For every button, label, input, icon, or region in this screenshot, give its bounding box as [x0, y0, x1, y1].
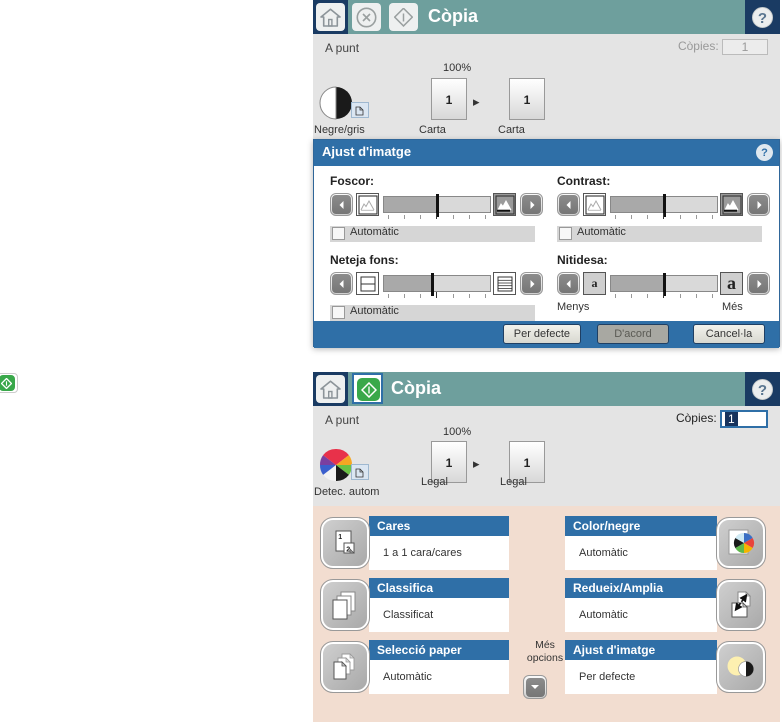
svg-text:?: ?: [758, 10, 767, 27]
svg-text:2: 2: [346, 547, 350, 554]
svg-text:?: ?: [758, 382, 767, 399]
svg-text:1: 1: [338, 534, 342, 541]
